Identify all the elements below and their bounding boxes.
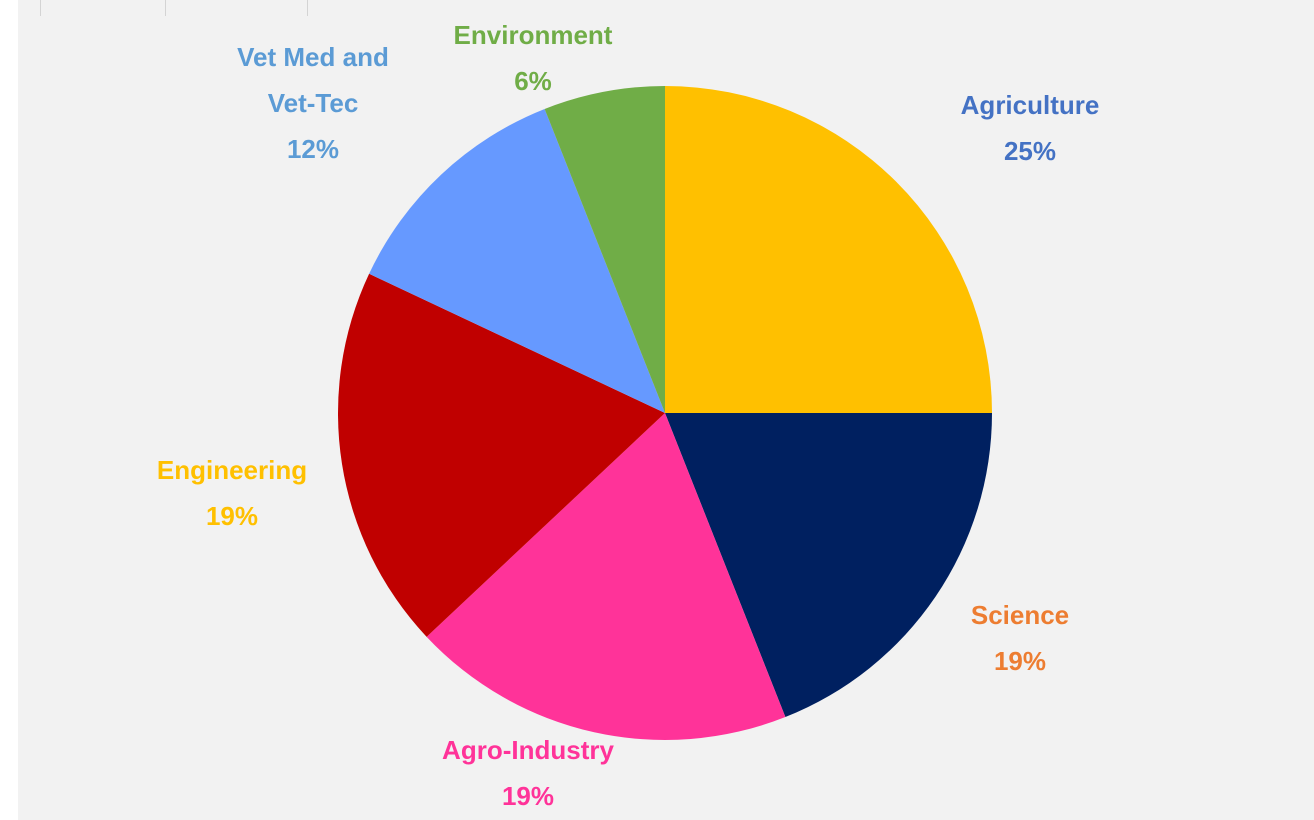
pie-slice <box>369 108 665 414</box>
pie-slice <box>544 86 665 413</box>
data-label: Engineering 19% <box>157 447 307 539</box>
value-label: 25% <box>1003 136 1057 166</box>
data-label: Science 19% <box>971 592 1069 684</box>
value-label: 12% <box>286 134 340 164</box>
category-label: Engineering <box>156 455 308 485</box>
pie-slice <box>337 273 665 637</box>
category-label: Environment <box>453 20 613 50</box>
value-label: 19% <box>501 781 555 811</box>
category-label: Vet Med and Vet-Tec <box>237 42 389 118</box>
category-label: Science <box>970 600 1070 630</box>
value-label: 6% <box>514 66 552 96</box>
data-label: Agriculture 25% <box>961 82 1100 174</box>
data-label: Agro-Industry 19% <box>442 727 614 819</box>
category-label: Agro-Industry <box>442 735 614 765</box>
pie-slice <box>665 413 992 718</box>
cell <box>41 0 166 16</box>
category-label: Agriculture <box>960 90 1100 120</box>
cell <box>0 0 41 16</box>
data-label: Environment 6% <box>454 12 613 104</box>
value-label: 19% <box>993 646 1047 676</box>
pie-slice <box>665 86 992 413</box>
data-label: Vet Med and Vet-Tec 12% <box>218 34 408 172</box>
value-label: 19% <box>205 501 259 531</box>
cell <box>166 0 308 16</box>
pie-slice <box>426 413 786 740</box>
